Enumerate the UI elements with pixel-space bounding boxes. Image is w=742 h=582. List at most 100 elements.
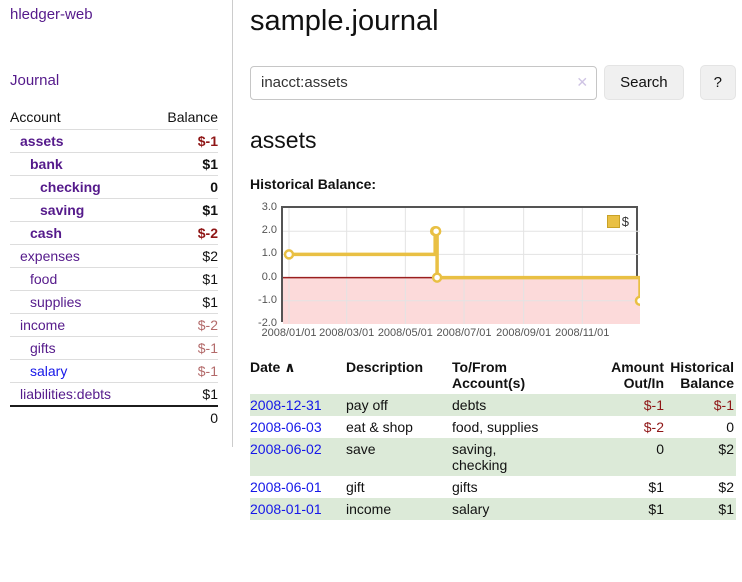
- transaction-row: 2008-01-01 income salary $1 $1: [250, 498, 736, 520]
- accounts-table: Account Balance assets $-1 bank $1 check…: [10, 106, 218, 429]
- account-balance: $-2: [148, 221, 218, 245]
- transaction-date-link[interactable]: 2008-06-03: [250, 419, 322, 435]
- account-link-liabilities-debts[interactable]: liabilities:debts: [20, 386, 112, 402]
- account-link-salary[interactable]: salary: [30, 363, 68, 379]
- account-heading: assets: [250, 127, 317, 153]
- accounts-header-account: Account: [10, 109, 61, 125]
- x-axis-tick: 2008/09/01: [496, 327, 552, 339]
- register-header-amount: Amount Out/In: [611, 359, 664, 391]
- sort-ascending-icon: ∧: [284, 359, 296, 375]
- clear-search-icon[interactable]: ✕: [576, 73, 589, 90]
- balance-chart: 3.0 2.0 1.0 0.0 -1.0 -2.0 2008/01/01 2008/03/0…: [258, 201, 640, 339]
- transaction-accounts: saving, checking: [452, 441, 508, 473]
- account-balance: $-1: [148, 359, 218, 383]
- transaction-date-link[interactable]: 2008-12-31: [250, 397, 322, 413]
- account-link-food[interactable]: food: [30, 271, 58, 287]
- account-row-income: income $-2: [10, 313, 218, 337]
- transaction-historical-balance: $2: [718, 441, 734, 457]
- search-button[interactable]: Search: [604, 65, 684, 100]
- accounts-header-balance: Balance: [167, 109, 218, 125]
- account-balance: $2: [148, 244, 218, 268]
- y-axis-tick: 3.0: [261, 201, 277, 213]
- account-row-expenses: expenses $2: [10, 244, 218, 268]
- transaction-row: 2008-06-02 save saving, checking 0 $2: [250, 438, 736, 476]
- account-balance: $-2: [148, 313, 218, 337]
- sidebar-item-journal[interactable]: Journal: [10, 72, 60, 89]
- account-balance: 0: [148, 175, 218, 199]
- legend-label: $: [621, 214, 629, 229]
- x-axis-tick: 2008/05/01: [377, 327, 433, 339]
- account-balance: $-1: [148, 336, 218, 360]
- accounts-total-balance: 0: [148, 405, 218, 429]
- x-axis-tick: 2008/03/01: [319, 327, 375, 339]
- transaction-amount: $1: [648, 479, 664, 495]
- page-title: sample.journal: [250, 5, 439, 37]
- transaction-description: save: [346, 441, 376, 457]
- search-form: ✕ Search ?: [250, 65, 736, 100]
- register-header-date[interactable]: Date ∧: [250, 359, 296, 375]
- account-row-gifts: gifts $-1: [10, 336, 218, 360]
- y-axis-tick: -1.0: [258, 293, 277, 306]
- y-axis-tick: 0.0: [261, 270, 277, 283]
- transaction-date-link[interactable]: 2008-01-01: [250, 501, 322, 517]
- account-link-saving[interactable]: saving: [40, 202, 85, 218]
- account-balance: $1: [148, 198, 218, 222]
- account-row-saving: saving $1: [10, 198, 218, 222]
- transaction-amount: $-1: [643, 397, 664, 413]
- transaction-row: 2008-06-03 eat & shop food, supplies $-2…: [250, 416, 736, 438]
- transaction-row: 2008-06-01 gift gifts $1 $2: [250, 476, 736, 498]
- register-header-row: Date ∧ Description To/From Account(s) Am…: [250, 356, 736, 394]
- account-row-checking: checking 0: [10, 175, 218, 199]
- account-link-expenses[interactable]: expenses: [20, 248, 80, 264]
- account-link-assets[interactable]: assets: [20, 133, 64, 149]
- accounts-total-row: 0: [10, 405, 218, 429]
- legend-swatch-icon: [606, 215, 620, 228]
- x-axis-tick: 2008/07/01: [436, 327, 492, 339]
- transaction-accounts: gifts: [452, 479, 478, 495]
- transaction-description: eat & shop: [346, 419, 413, 435]
- transaction-historical-balance: $-1: [713, 397, 734, 413]
- account-link-supplies[interactable]: supplies: [30, 294, 82, 310]
- search-input[interactable]: [250, 65, 598, 100]
- account-balance: $1: [148, 152, 218, 176]
- account-link-cash[interactable]: cash: [30, 225, 62, 241]
- transaction-historical-balance: $2: [718, 479, 734, 495]
- y-axis-tick: 1.0: [261, 247, 277, 260]
- transaction-description: gift: [346, 479, 365, 495]
- transaction-description: pay off: [346, 397, 388, 413]
- account-balance: $-1: [148, 129, 218, 153]
- transaction-description: income: [346, 501, 392, 517]
- account-link-gifts[interactable]: gifts: [30, 340, 56, 356]
- transaction-accounts: salary: [452, 501, 490, 517]
- main-content: sample.journal ✕ Search ? assets Histori…: [250, 0, 736, 520]
- account-link-income[interactable]: income: [20, 317, 66, 333]
- transaction-amount: $1: [648, 501, 664, 517]
- account-link-bank[interactable]: bank: [30, 156, 63, 172]
- transaction-accounts: debts: [452, 397, 487, 413]
- account-balance: $1: [148, 267, 218, 291]
- account-row-assets: assets $-1: [10, 129, 218, 153]
- help-button[interactable]: ?: [699, 65, 736, 100]
- account-link-checking[interactable]: checking: [40, 179, 101, 195]
- y-axis-tick: -2.0: [258, 317, 277, 329]
- register-header-historical: Historical Balance: [670, 359, 734, 391]
- x-axis-tick: 2008/11/01: [555, 327, 610, 339]
- transaction-date-link[interactable]: 2008-06-01: [250, 479, 322, 495]
- x-axis-tick: 2008/01/01: [261, 327, 317, 339]
- transaction-accounts: food, supplies: [452, 419, 539, 435]
- account-row-supplies: supplies $1: [10, 290, 218, 314]
- transaction-historical-balance: 0: [726, 419, 734, 435]
- register-header-description: Description: [346, 359, 424, 375]
- transaction-historical-balance: $1: [718, 501, 734, 517]
- register-header-tofrom: To/From Account(s): [452, 359, 526, 391]
- transaction-date-link[interactable]: 2008-06-02: [250, 441, 322, 457]
- sidebar: hledger-web Journal Account Balance asse…: [0, 0, 233, 447]
- transaction-amount: $-2: [643, 419, 664, 435]
- account-balance: $1: [148, 382, 218, 406]
- chart-title: Historical Balance:: [250, 176, 377, 192]
- app-brand-link[interactable]: hledger-web: [10, 6, 93, 23]
- account-balance: $1: [148, 290, 218, 314]
- account-row-liabilities-debts: liabilities:debts $1: [10, 382, 218, 406]
- account-row-food: food $1: [10, 267, 218, 291]
- transaction-amount: 0: [656, 441, 664, 457]
